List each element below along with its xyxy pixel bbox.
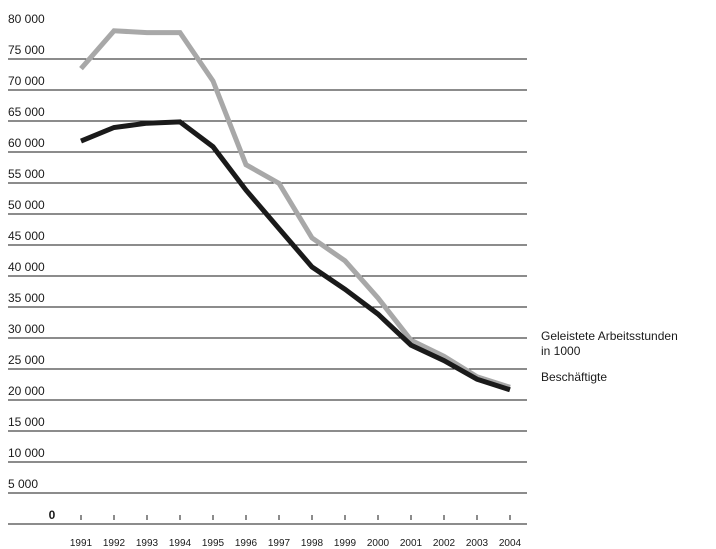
y-axis-tick-labels: 0 5 000 10 000 15 000 20 000 25 000 30 000 35 0…: [8, 12, 56, 522]
legend-label: Beschäftigte: [541, 370, 607, 384]
y-tick-label: 0: [49, 508, 56, 522]
x-tick-label: 2000: [367, 538, 390, 549]
x-tick-label: 1994: [169, 538, 192, 549]
series-lines: [79, 28, 511, 393]
x-tick-label: 1996: [235, 538, 258, 549]
y-tick-label: 15 000: [8, 415, 45, 429]
x-axis-tick-labels: 1991 1992 1993 1994 1995 1996 1997 1998 1999 2000…: [70, 515, 522, 549]
series-line-arbeitsstunden: [79, 28, 511, 390]
x-tick-label: 2002: [433, 538, 456, 549]
y-tick-label: 25 000: [8, 353, 45, 367]
x-tick-label: 1991: [70, 538, 93, 549]
y-tick-label: 35 000: [8, 291, 45, 305]
y-tick-label: 60 000: [8, 136, 45, 150]
y-tick-label: 40 000: [8, 260, 45, 274]
x-tick-label: 2003: [466, 538, 489, 549]
y-tick-label: 30 000: [8, 322, 45, 336]
x-tick-label: 1999: [334, 538, 357, 549]
x-tick-label: 1995: [202, 538, 225, 549]
x-tick-label: 1998: [301, 538, 324, 549]
y-tick-label: 20 000: [8, 384, 45, 398]
y-tick-label: 10 000: [8, 446, 45, 460]
y-tick-label: 70 000: [8, 74, 45, 88]
x-tick-label: 2001: [400, 538, 423, 549]
y-tick-label: 55 000: [8, 167, 45, 181]
y-tick-label: 5 000: [8, 477, 38, 491]
legend-label: in 1000: [541, 344, 581, 358]
x-tick-label: 1992: [103, 538, 126, 549]
x-tick-label: 2004: [499, 538, 522, 549]
series-line-beschaeftigte: [80, 119, 511, 393]
y-tick-label: 45 000: [8, 229, 45, 243]
x-tick-label: 1997: [268, 538, 291, 549]
x-tick-label: 1993: [136, 538, 159, 549]
y-tick-label: 75 000: [8, 43, 45, 57]
y-tick-label: 80 000: [8, 12, 45, 26]
legend-label: Geleistete Arbeitsstunden: [541, 329, 678, 343]
grid-lines: [8, 58, 527, 525]
y-tick-label: 50 000: [8, 198, 45, 212]
y-tick-label: 65 000: [8, 105, 45, 119]
